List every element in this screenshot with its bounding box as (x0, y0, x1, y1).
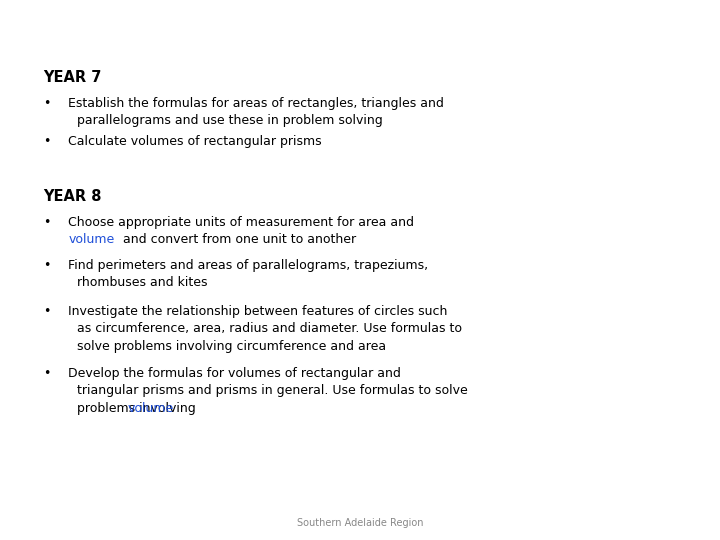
Text: YEAR 7: YEAR 7 (43, 70, 102, 85)
Text: problems involving: problems involving (77, 402, 199, 415)
Text: •: • (43, 97, 50, 110)
Text: Develop the formulas for volumes of rectangular and: Develop the formulas for volumes of rect… (68, 367, 401, 380)
Text: volume: volume (127, 402, 174, 415)
Text: Calculate volumes of rectangular prisms: Calculate volumes of rectangular prisms (68, 135, 322, 148)
Text: •: • (43, 216, 50, 229)
Text: •: • (43, 305, 50, 318)
Text: parallelograms and use these in problem solving: parallelograms and use these in problem … (77, 114, 383, 127)
Text: Choose appropriate units of measurement for area and: Choose appropriate units of measurement … (68, 216, 415, 229)
Text: Southern Adelaide Region: Southern Adelaide Region (297, 518, 423, 529)
Text: Investigate the relationship between features of circles such: Investigate the relationship between fea… (68, 305, 448, 318)
Text: triangular prisms and prisms in general. Use formulas to solve: triangular prisms and prisms in general.… (77, 384, 468, 397)
Text: as circumference, area, radius and diameter. Use formulas to: as circumference, area, radius and diame… (77, 322, 462, 335)
Text: YEAR 8: YEAR 8 (43, 189, 102, 204)
Text: rhombuses and kites: rhombuses and kites (77, 276, 207, 289)
Text: solve problems involving circumference and area: solve problems involving circumference a… (77, 340, 386, 353)
Text: and convert from one unit to another: and convert from one unit to another (119, 233, 356, 246)
Text: •: • (43, 367, 50, 380)
Text: •: • (43, 259, 50, 272)
Text: Find perimeters and areas of parallelograms, trapeziums,: Find perimeters and areas of parallelogr… (68, 259, 428, 272)
Text: Establish the formulas for areas of rectangles, triangles and: Establish the formulas for areas of rect… (68, 97, 444, 110)
Text: •: • (43, 135, 50, 148)
Text: volume: volume (68, 233, 114, 246)
